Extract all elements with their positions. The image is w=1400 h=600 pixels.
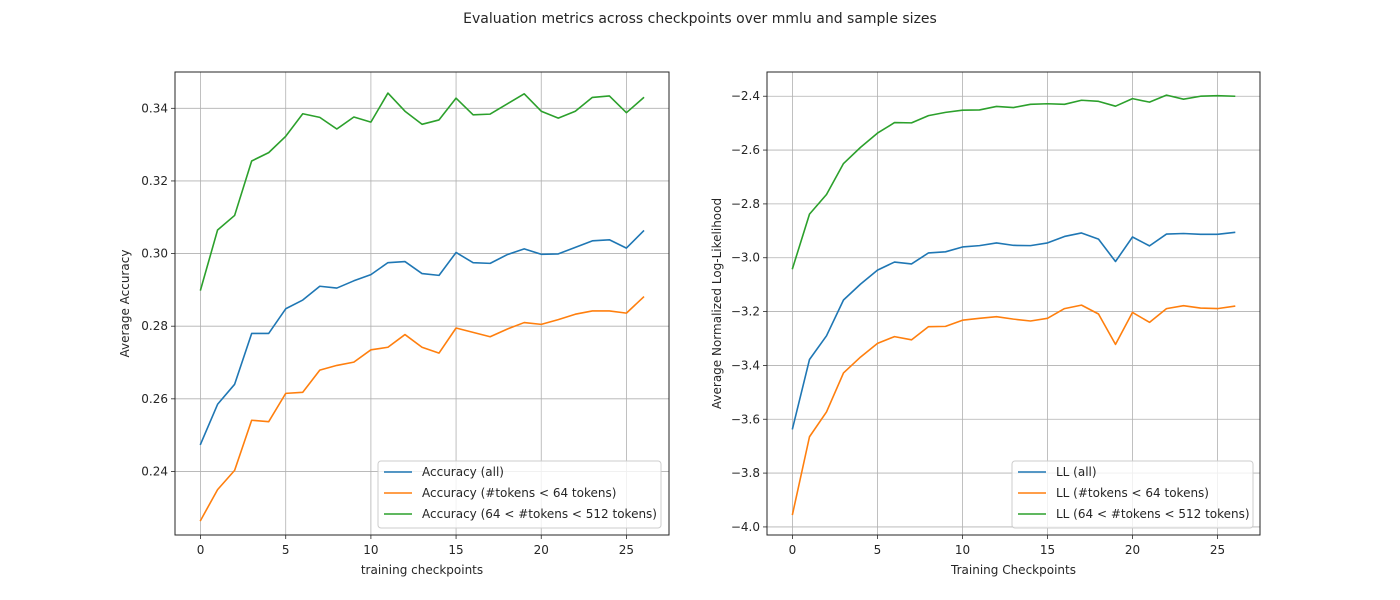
y-tick-label: −3.6 xyxy=(731,412,760,426)
x-tick-label: 25 xyxy=(619,543,634,557)
y-axis-label: Average Normalized Log-Likelihood xyxy=(710,198,724,409)
x-tick-label: 5 xyxy=(874,543,882,557)
y-tick-label: −3.4 xyxy=(731,358,760,372)
legend-label: LL (all) xyxy=(1056,465,1097,479)
x-tick-label: 25 xyxy=(1210,543,1225,557)
x-tick-label: 20 xyxy=(1125,543,1140,557)
series-line-0 xyxy=(199,229,645,446)
y-tick-label: −2.8 xyxy=(731,197,760,211)
x-tick-label: 10 xyxy=(363,543,378,557)
x-tick-label: 15 xyxy=(1040,543,1055,557)
legend-box xyxy=(377,460,662,529)
x-axis-label: training checkpoints xyxy=(361,563,483,577)
legend-label: Accuracy (64 < #tokens < 512 tokens) xyxy=(422,507,657,521)
y-tick-label: 0.28 xyxy=(141,319,168,333)
y-tick-label: −2.6 xyxy=(731,143,760,157)
legend: LL (all) LL (#tokens < 64 tokens) LL (64 <… xyxy=(1011,460,1254,529)
log-likelihood-chart: 0 5 10 15 20 25 −4.0 −3.8 −3.6 −3.4 −3.2 −3.0 −2.8 −2… xyxy=(710,71,1261,577)
y-tick-label: 0.30 xyxy=(141,247,168,261)
figure-title: Evaluation metrics across checkpoints ov… xyxy=(463,11,937,27)
legend: Accuracy (all) Accuracy (#tokens < 64 tok… xyxy=(377,460,662,529)
y-tick-label: −3.0 xyxy=(731,251,760,265)
x-tick-label: 5 xyxy=(282,543,290,557)
y-tick-label: −3.2 xyxy=(731,305,760,319)
legend-label: Accuracy (#tokens < 64 tokens) xyxy=(422,486,616,500)
y-tick-label: 0.32 xyxy=(141,174,168,188)
series-line-1 xyxy=(199,296,645,522)
legend-box xyxy=(1011,460,1254,529)
series-line-1 xyxy=(791,304,1236,516)
x-tick-label: 15 xyxy=(448,543,463,557)
x-tick-label: 0 xyxy=(197,543,205,557)
legend-label: LL (#tokens < 64 tokens) xyxy=(1056,486,1209,500)
legend-label: Accuracy (all) xyxy=(422,465,504,479)
y-tick-label: 0.24 xyxy=(141,464,168,478)
y-tick-label: 0.26 xyxy=(141,392,168,406)
x-tick-label: 20 xyxy=(534,543,549,557)
series-line-2 xyxy=(791,94,1236,270)
plot-frame xyxy=(174,71,670,536)
y-tick-label: −2.4 xyxy=(731,89,760,103)
y-tick-label: −3.8 xyxy=(731,466,760,480)
legend-label: LL (64 < #tokens < 512 tokens) xyxy=(1056,507,1250,521)
y-tick-label: 0.34 xyxy=(141,101,168,115)
series-line-2 xyxy=(199,92,645,291)
series-line-0 xyxy=(791,231,1236,430)
y-axis-label: Average Accuracy xyxy=(118,250,132,358)
y-tick-label: −4.0 xyxy=(731,520,760,534)
x-tick-label: 10 xyxy=(955,543,970,557)
accuracy-chart: 0 5 10 15 20 25 0.24 0.26 0.28 0.30 0.32 0.34 traini… xyxy=(118,71,670,577)
x-tick-label: 0 xyxy=(789,543,797,557)
plot-frame xyxy=(766,71,1261,536)
x-axis-label: Training Checkpoints xyxy=(950,563,1076,577)
